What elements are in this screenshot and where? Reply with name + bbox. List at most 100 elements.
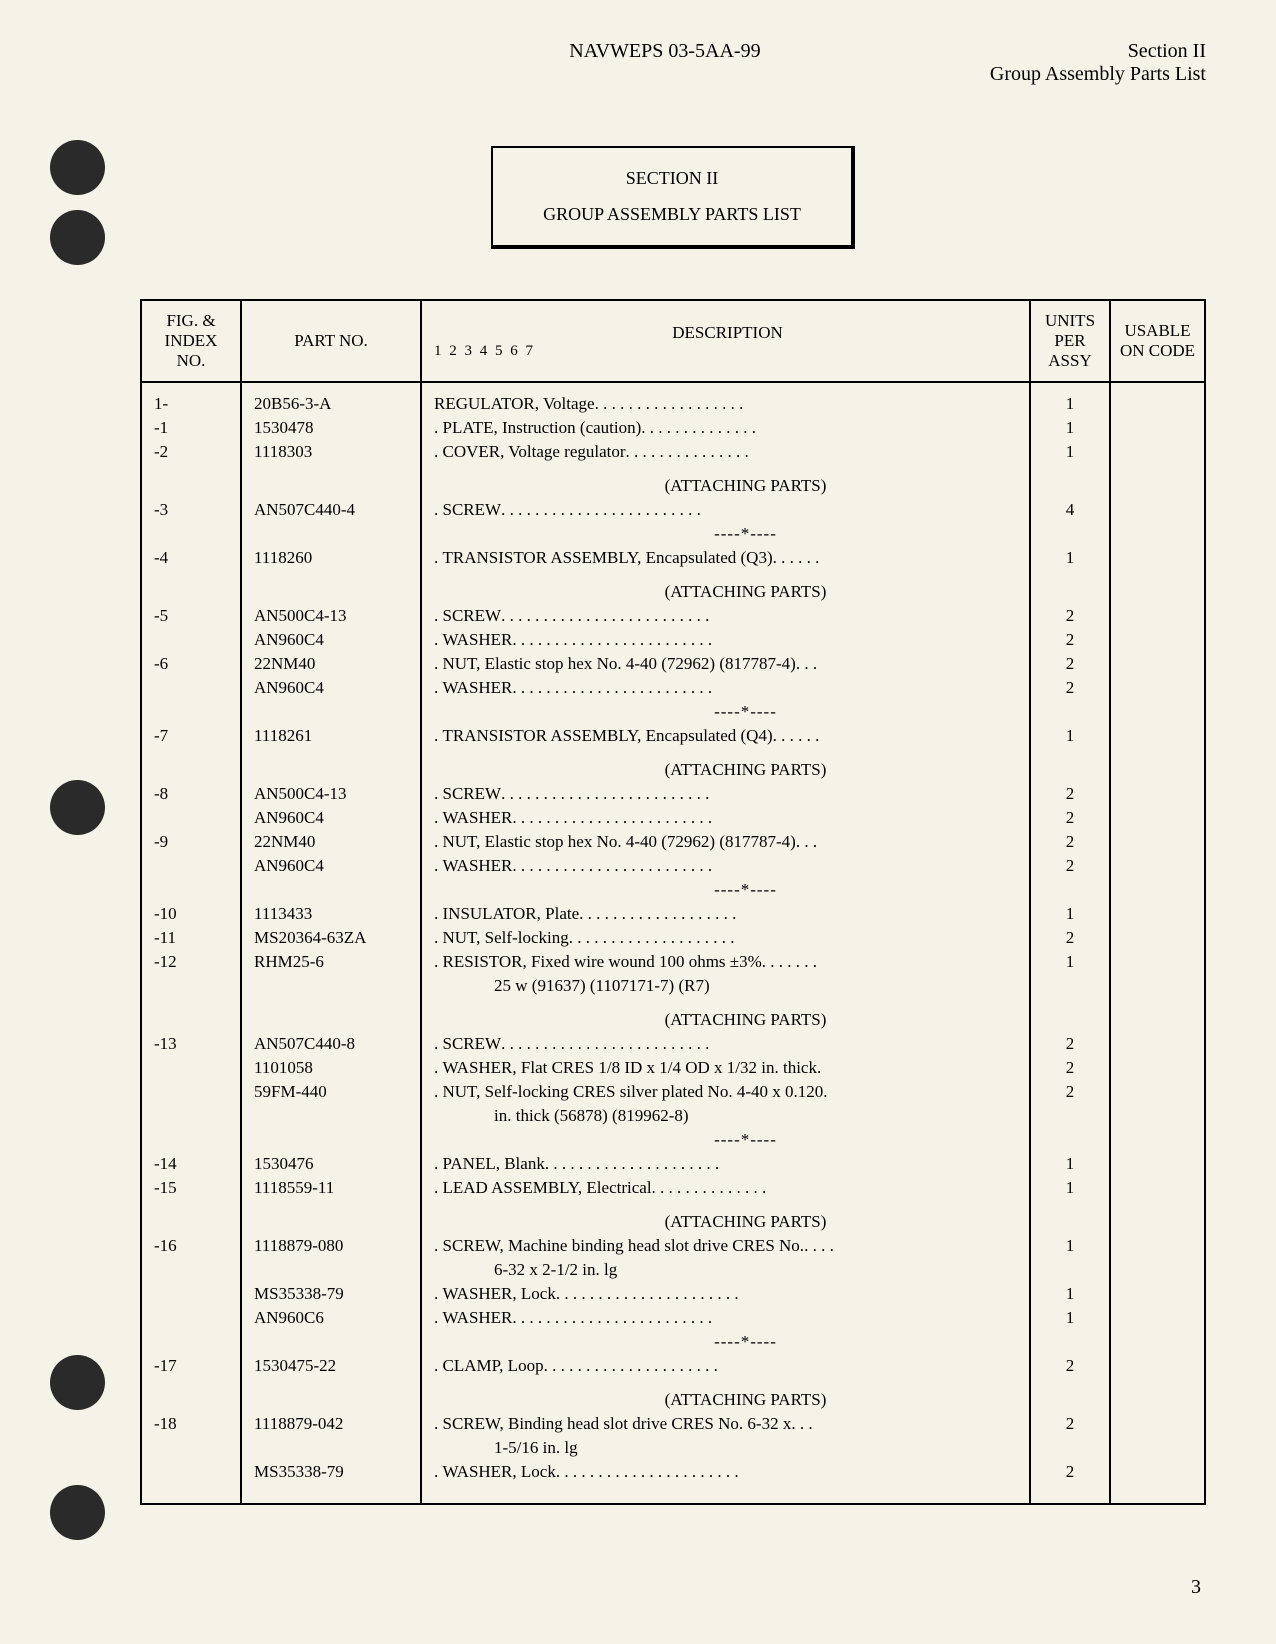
header-index: FIG. & INDEX NO. bbox=[141, 300, 241, 382]
cell-description: . WASHER, Flat CRES 1/8 ID x 1/4 OD x 1/… bbox=[421, 1056, 1030, 1080]
cell-description: . SCREW . . . . . . . . . . . . . . . . … bbox=[421, 498, 1030, 522]
cell-part: AN960C4 bbox=[241, 676, 421, 700]
cell-part: 59FM-440 bbox=[241, 1080, 421, 1104]
punch-hole bbox=[50, 210, 105, 265]
table-row bbox=[141, 998, 1205, 1008]
table-row: AN960C4. WASHER . . . . . . . . . . . . … bbox=[141, 676, 1205, 700]
cell-usable bbox=[1110, 604, 1205, 628]
header-description: DESCRIPTION 1 2 3 4 5 6 7 bbox=[421, 300, 1030, 382]
header-right: Section II Group Assembly Parts List bbox=[990, 40, 1206, 86]
cell-description: . PLATE, Instruction (caution) . . . . .… bbox=[421, 416, 1030, 440]
table-row: ----*---- bbox=[141, 700, 1205, 724]
cell-description: . TRANSISTOR ASSEMBLY, Encapsulated (Q4)… bbox=[421, 724, 1030, 748]
attaching-parts-label: (ATTACHING PARTS) bbox=[434, 760, 1017, 780]
cell-description: REGULATOR, Voltage . . . . . . . . . . .… bbox=[421, 392, 1030, 416]
cell-units: 2 bbox=[1030, 830, 1110, 854]
table-row: MS35338-79. WASHER, Lock . . . . . . . .… bbox=[141, 1282, 1205, 1306]
cell-usable bbox=[1110, 1282, 1205, 1306]
table-row: ----*---- bbox=[141, 1128, 1205, 1152]
cell-part: MS35338-79 bbox=[241, 1282, 421, 1306]
cell-index: -8 bbox=[141, 782, 241, 806]
table-body: 1-20B56-3-AREGULATOR, Voltage . . . . . … bbox=[141, 382, 1205, 1504]
table-row bbox=[141, 1378, 1205, 1388]
separator: ----*---- bbox=[434, 702, 1017, 722]
table-row: ----*---- bbox=[141, 1330, 1205, 1354]
table-row: -12RHM25-6. RESISTOR, Fixed wire wound 1… bbox=[141, 950, 1205, 974]
section-number: SECTION II bbox=[543, 168, 801, 189]
table-row: -101113433. INSULATOR, Plate . . . . . .… bbox=[141, 902, 1205, 926]
cell-part: MS35338-79 bbox=[241, 1460, 421, 1484]
cell-units: 1 bbox=[1030, 1152, 1110, 1176]
cell-usable bbox=[1110, 1460, 1205, 1484]
cell-description: . WASHER . . . . . . . . . . . . . . . .… bbox=[421, 806, 1030, 830]
description-continuation: 6-32 x 2-1/2 in. lg bbox=[434, 1260, 1017, 1280]
table-row: -3AN507C440-4. SCREW . . . . . . . . . .… bbox=[141, 498, 1205, 522]
table-row bbox=[141, 1200, 1205, 1210]
attaching-parts-label: (ATTACHING PARTS) bbox=[434, 1010, 1017, 1030]
cell-description: . SCREW, Binding head slot drive CRES No… bbox=[421, 1412, 1030, 1436]
cell-units: 1 bbox=[1030, 440, 1110, 464]
header-usable: USABLE ON CODE bbox=[1110, 300, 1205, 382]
cell-index bbox=[141, 628, 241, 652]
description-continuation: 1-5/16 in. lg bbox=[434, 1438, 1017, 1458]
cell-part: MS20364-63ZA bbox=[241, 926, 421, 950]
table-row: (ATTACHING PARTS) bbox=[141, 1210, 1205, 1234]
cell-usable bbox=[1110, 1306, 1205, 1330]
cell-part: 20B56-3-A bbox=[241, 392, 421, 416]
table-row: (ATTACHING PARTS) bbox=[141, 1388, 1205, 1412]
cell-part: 1101058 bbox=[241, 1056, 421, 1080]
cell-usable bbox=[1110, 782, 1205, 806]
cell-units: 1 bbox=[1030, 902, 1110, 926]
cell-usable bbox=[1110, 1056, 1205, 1080]
cell-index: -15 bbox=[141, 1176, 241, 1200]
cell-usable bbox=[1110, 1032, 1205, 1056]
header-part: PART NO. bbox=[241, 300, 421, 382]
cell-usable bbox=[1110, 1412, 1205, 1436]
cell-index: -10 bbox=[141, 902, 241, 926]
cell-description: . INSULATOR, Plate . . . . . . . . . . .… bbox=[421, 902, 1030, 926]
table-row: (ATTACHING PARTS) bbox=[141, 580, 1205, 604]
table-row: -922NM40. NUT, Elastic stop hex No. 4-40… bbox=[141, 830, 1205, 854]
cell-index: -18 bbox=[141, 1412, 241, 1436]
cell-index: -7 bbox=[141, 724, 241, 748]
table-row bbox=[141, 1494, 1205, 1504]
cell-part: AN960C4 bbox=[241, 854, 421, 878]
table-row: -171530475-22. CLAMP, Loop . . . . . . .… bbox=[141, 1354, 1205, 1378]
table-row: -71118261. TRANSISTOR ASSEMBLY, Encapsul… bbox=[141, 724, 1205, 748]
table-row: AN960C4. WASHER . . . . . . . . . . . . … bbox=[141, 628, 1205, 652]
cell-index: 1- bbox=[141, 392, 241, 416]
cell-units: 1 bbox=[1030, 416, 1110, 440]
cell-part: RHM25-6 bbox=[241, 950, 421, 974]
punch-hole bbox=[50, 1485, 105, 1540]
cell-description: . WASHER . . . . . . . . . . . . . . . .… bbox=[421, 628, 1030, 652]
cell-part: 1113433 bbox=[241, 902, 421, 926]
attaching-parts-label: (ATTACHING PARTS) bbox=[434, 1212, 1017, 1232]
table-row: MS35338-79. WASHER, Lock . . . . . . . .… bbox=[141, 1460, 1205, 1484]
cell-units: 2 bbox=[1030, 1354, 1110, 1378]
cell-usable bbox=[1110, 440, 1205, 464]
header: NAVWEPS 03-5AA-99 Section II Group Assem… bbox=[140, 40, 1206, 86]
table-row: in. thick (56878) (819962-8) bbox=[141, 1104, 1205, 1128]
cell-index: -9 bbox=[141, 830, 241, 854]
cell-index bbox=[141, 1080, 241, 1104]
cell-units: 4 bbox=[1030, 498, 1110, 522]
cell-index bbox=[141, 1460, 241, 1484]
table-row: -151118559-11. LEAD ASSEMBLY, Electrical… bbox=[141, 1176, 1205, 1200]
cell-usable bbox=[1110, 628, 1205, 652]
cell-index bbox=[141, 1056, 241, 1080]
table-row: -622NM40. NUT, Elastic stop hex No. 4-40… bbox=[141, 652, 1205, 676]
cell-part: AN507C440-8 bbox=[241, 1032, 421, 1056]
cell-index: -4 bbox=[141, 546, 241, 570]
table-row: -141530476. PANEL, Blank . . . . . . . .… bbox=[141, 1152, 1205, 1176]
table-row: -21118303. COVER, Voltage regulator . . … bbox=[141, 440, 1205, 464]
cell-part: 1118879-042 bbox=[241, 1412, 421, 1436]
cell-usable bbox=[1110, 926, 1205, 950]
cell-index: -5 bbox=[141, 604, 241, 628]
cell-units: 2 bbox=[1030, 604, 1110, 628]
cell-units: 2 bbox=[1030, 1056, 1110, 1080]
cell-index: -6 bbox=[141, 652, 241, 676]
cell-part: 1118879-080 bbox=[241, 1234, 421, 1258]
table-row: ----*---- bbox=[141, 522, 1205, 546]
cell-usable bbox=[1110, 950, 1205, 974]
cell-description: . SCREW . . . . . . . . . . . . . . . . … bbox=[421, 1032, 1030, 1056]
